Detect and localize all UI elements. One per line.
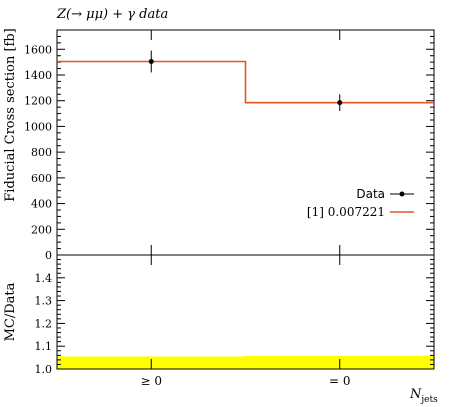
y-axis-label: Fiducial Cross section [fb] <box>3 28 18 201</box>
x-axis-label-main: N <box>409 387 422 402</box>
y-tick-label: 1400 <box>24 69 52 82</box>
y-tick-label: 600 <box>31 172 52 185</box>
x-axis-label: Njets <box>409 387 438 405</box>
legend-marker-data <box>399 191 405 197</box>
x-tick-label: ≥ 0 <box>140 374 162 388</box>
y-tick-label: 1200 <box>24 95 52 108</box>
data-point <box>337 100 343 106</box>
y-tick-label: 1600 <box>24 43 52 56</box>
ratio-y-tick-label: 1.1 <box>35 340 53 353</box>
y-tick-label: 1000 <box>24 120 52 133</box>
ratio-y-tick-label: 1.3 <box>35 295 53 308</box>
y-tick-label: 0 <box>45 249 52 262</box>
y-tick-label: 200 <box>31 223 52 236</box>
ratio-y-tick-label: 1.0 <box>35 363 53 376</box>
legend-label-data: Data <box>356 187 385 201</box>
mc-step-line <box>57 60 434 104</box>
x-axis-label-subscript: jets <box>420 395 438 405</box>
main-plot-panel: 0 200 400 600 800 1000 1200 1400 1600 Data [1] 0.0… <box>24 29 435 262</box>
x-tick-label: = 0 <box>329 374 351 388</box>
y-tick-label: 800 <box>31 146 52 159</box>
ratio-y-axis-label: MC/Data <box>3 282 18 341</box>
ratio-plot-frame <box>56 254 435 370</box>
ratio-y-tick-label: 1.4 <box>35 272 53 285</box>
y-tick-label: 400 <box>31 198 52 211</box>
chart-title: Z(→ μμ) + γ data <box>56 7 168 22</box>
data-point <box>148 59 154 64</box>
legend-label-mc: [1] 0.007221 <box>307 205 385 219</box>
ratio-y-tick-label: 1.2 <box>35 317 53 330</box>
ratio-plot-panel: 1.0 1.1 1.2 1.3 1.4 ≥ 0 = 0 <box>35 254 435 388</box>
